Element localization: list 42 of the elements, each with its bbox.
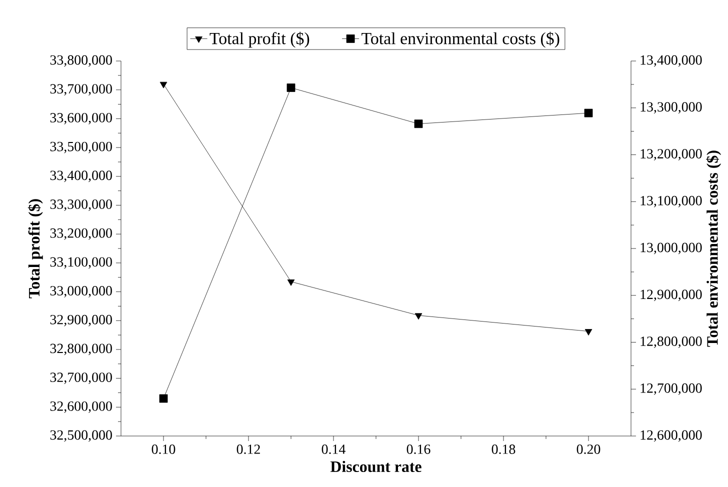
y2-tick-label: 12,900,000 (640, 290, 702, 302)
y2-tick-label: 13,400,000 (640, 55, 702, 67)
y2-tick-label: 12,600,000 (640, 430, 702, 442)
x-tick-label: 0.12 (236, 444, 260, 454)
y-tick-label: 33,100,000 (50, 257, 112, 269)
legend-label: Total profit ($) (210, 32, 310, 48)
point (584, 108, 593, 118)
point (286, 84, 296, 92)
y-tick-label: 32,700,000 (50, 372, 112, 384)
y2-tick-label: 13,200,000 (640, 149, 702, 160)
x-tick-label: 0.18 (492, 444, 516, 454)
point (287, 279, 295, 286)
y2-axis-title: Total environmental costs ($) (706, 150, 722, 347)
y-tick-label: 33,700,000 (50, 84, 112, 96)
y-tick-label: 33,300,000 (50, 200, 112, 211)
x-tick-label: 0.16 (406, 444, 430, 454)
y2-tick-label: 12,800,000 (640, 336, 702, 348)
y-axis-title: Total profit ($) (28, 199, 43, 298)
y-tick-label: 33,600,000 (50, 112, 112, 124)
point (584, 329, 592, 336)
y2-tick-label: 13,100,000 (640, 196, 702, 208)
y-tick-label: 33,500,000 (50, 142, 112, 154)
y-tick-label: 32,900,000 (50, 314, 112, 326)
y-tick-label: 33,200,000 (50, 228, 112, 240)
x-tick-label: 0.10 (152, 444, 176, 454)
point (414, 313, 422, 320)
y-tick-label: 32,600,000 (50, 401, 112, 413)
y-tick-label: 33,400,000 (50, 170, 112, 182)
legend-label: Total environmental costs ($) (362, 32, 560, 48)
y-tick-label: 33,000,000 (50, 286, 112, 298)
y-tick-label: 32,500,000 (50, 430, 112, 442)
x-axis-title: Discount rate (330, 460, 422, 472)
x-tick-label: 0.14 (322, 444, 346, 454)
y2-tick-label: 13,300,000 (640, 102, 702, 114)
x-tick-label: 0.20 (576, 444, 600, 454)
y-tick-label: 33,800,000 (50, 55, 112, 67)
point (160, 82, 168, 88)
y-tick-label: 32,800,000 (50, 344, 112, 356)
point (159, 394, 168, 403)
point (414, 120, 423, 128)
y2-tick-label: 12,700,000 (640, 383, 702, 395)
y2-tick-label: 13,000,000 (640, 242, 702, 254)
